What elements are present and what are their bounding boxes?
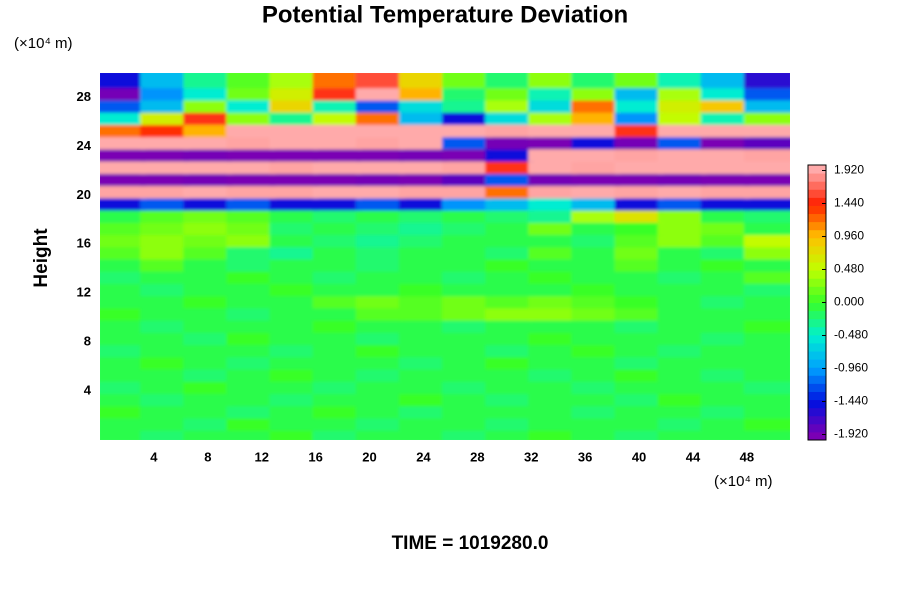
heat-cell xyxy=(442,73,492,89)
heatmap xyxy=(100,73,790,440)
y-tick-label: 16 xyxy=(77,236,91,251)
colorbar-swatch xyxy=(808,318,826,328)
colorbar-swatch xyxy=(808,351,826,360)
plot-area xyxy=(100,73,790,440)
colorbar-swatch xyxy=(808,165,826,174)
heat-cell xyxy=(140,73,190,89)
colorbar-swatch xyxy=(808,294,826,303)
colorbar-swatch xyxy=(808,391,826,401)
colorbar-swatch xyxy=(808,310,826,320)
colorbar-swatch xyxy=(808,342,826,352)
y-axis-label: Height xyxy=(31,228,52,288)
colorbar-swatch xyxy=(808,229,826,239)
colorbar-swatch xyxy=(808,431,826,441)
chart-title: Potential Temperature Deviation xyxy=(262,1,628,28)
colorbar-tick-label: 0.480 xyxy=(834,262,864,276)
y-unit: (×10⁴ m) xyxy=(14,35,73,52)
x-tick-label: 36 xyxy=(578,449,592,464)
heat-cell xyxy=(183,73,233,89)
colorbar-swatch xyxy=(808,399,826,409)
colorbar-swatch xyxy=(808,189,826,198)
colorbar-swatch xyxy=(808,262,826,271)
heat-cell xyxy=(743,73,790,89)
colorbar-swatch xyxy=(808,197,826,206)
heat-cell xyxy=(355,73,405,89)
colorbar-tick-label: -0.960 xyxy=(834,361,868,375)
heat-cell xyxy=(700,73,750,89)
colorbar-swatch xyxy=(808,213,826,223)
x-tick-label: 48 xyxy=(740,449,754,464)
colorbar-swatch xyxy=(808,181,826,190)
colorbar-swatch xyxy=(808,375,826,384)
y-tick-label: 20 xyxy=(77,187,91,202)
x-tick-label: 32 xyxy=(524,449,538,464)
colorbar-tick-label: -1.440 xyxy=(834,394,868,408)
colorbar-tick-label: -1.920 xyxy=(834,427,868,441)
heat-cell xyxy=(485,73,535,89)
colorbar-swatch xyxy=(808,270,826,279)
colorbar-swatch xyxy=(808,334,826,344)
x-tick-label: 20 xyxy=(362,449,376,464)
colorbar-swatch xyxy=(808,367,826,376)
heat-cell xyxy=(571,73,621,89)
colorbar-swatch xyxy=(808,245,826,255)
heat-cell xyxy=(269,73,319,89)
y-tick-label: 4 xyxy=(84,383,92,398)
x-tick-label: 44 xyxy=(686,449,701,464)
colorbar-swatch xyxy=(808,278,826,287)
colorbar-tick-label: -0.480 xyxy=(834,328,868,342)
x-tick-label: 8 xyxy=(204,449,211,464)
colorbar-swatch xyxy=(808,383,826,392)
colorbar-swatch xyxy=(808,326,826,336)
colorbar-swatch xyxy=(808,359,826,368)
colorbar-swatch xyxy=(808,407,826,417)
y-tick-label: 24 xyxy=(77,138,92,153)
x-tick-label: 28 xyxy=(470,449,484,464)
heat-cell xyxy=(398,73,448,89)
colorbar-swatch xyxy=(808,237,826,247)
y-tick-label: 28 xyxy=(77,89,91,104)
colorbar-swatch xyxy=(808,415,826,425)
x-tick-label: 16 xyxy=(308,449,322,464)
colorbar-swatch xyxy=(808,423,826,433)
colorbar-swatch xyxy=(808,253,826,263)
heat-cell xyxy=(614,73,664,89)
colorbar-tick-label: 1.920 xyxy=(834,163,864,177)
x-tick-label: 4 xyxy=(150,449,158,464)
x-tick-label: 40 xyxy=(632,449,646,464)
colorbar-swatch xyxy=(808,173,826,182)
heat-cell xyxy=(226,73,276,89)
heat-cell xyxy=(657,73,707,89)
colorbar-swatch xyxy=(808,205,826,215)
colorbar-tick-label: 0.960 xyxy=(834,229,864,243)
heat-cell xyxy=(312,73,362,89)
colorbar: 1.920 1.440 0.960 0.480 0.000 -0.480 -0.960 -1.… xyxy=(807,163,868,441)
x-tick-label: 24 xyxy=(416,449,431,464)
heat-cell xyxy=(100,73,147,89)
colorbar-swatch xyxy=(808,302,826,312)
colorbar-swatch xyxy=(808,286,826,295)
x-tick-label: 12 xyxy=(254,449,268,464)
y-tick-label: 8 xyxy=(84,334,91,349)
x-unit: (×10⁴ m) xyxy=(714,473,773,490)
time-annotation: TIME = 1019280.0 xyxy=(392,533,549,554)
colorbar-tick-label: 1.440 xyxy=(834,196,864,210)
colorbar-tick-label: 0.000 xyxy=(834,295,864,309)
heat-cell xyxy=(528,73,578,89)
colorbar-swatch xyxy=(808,221,826,231)
y-tick-label: 12 xyxy=(77,285,91,300)
